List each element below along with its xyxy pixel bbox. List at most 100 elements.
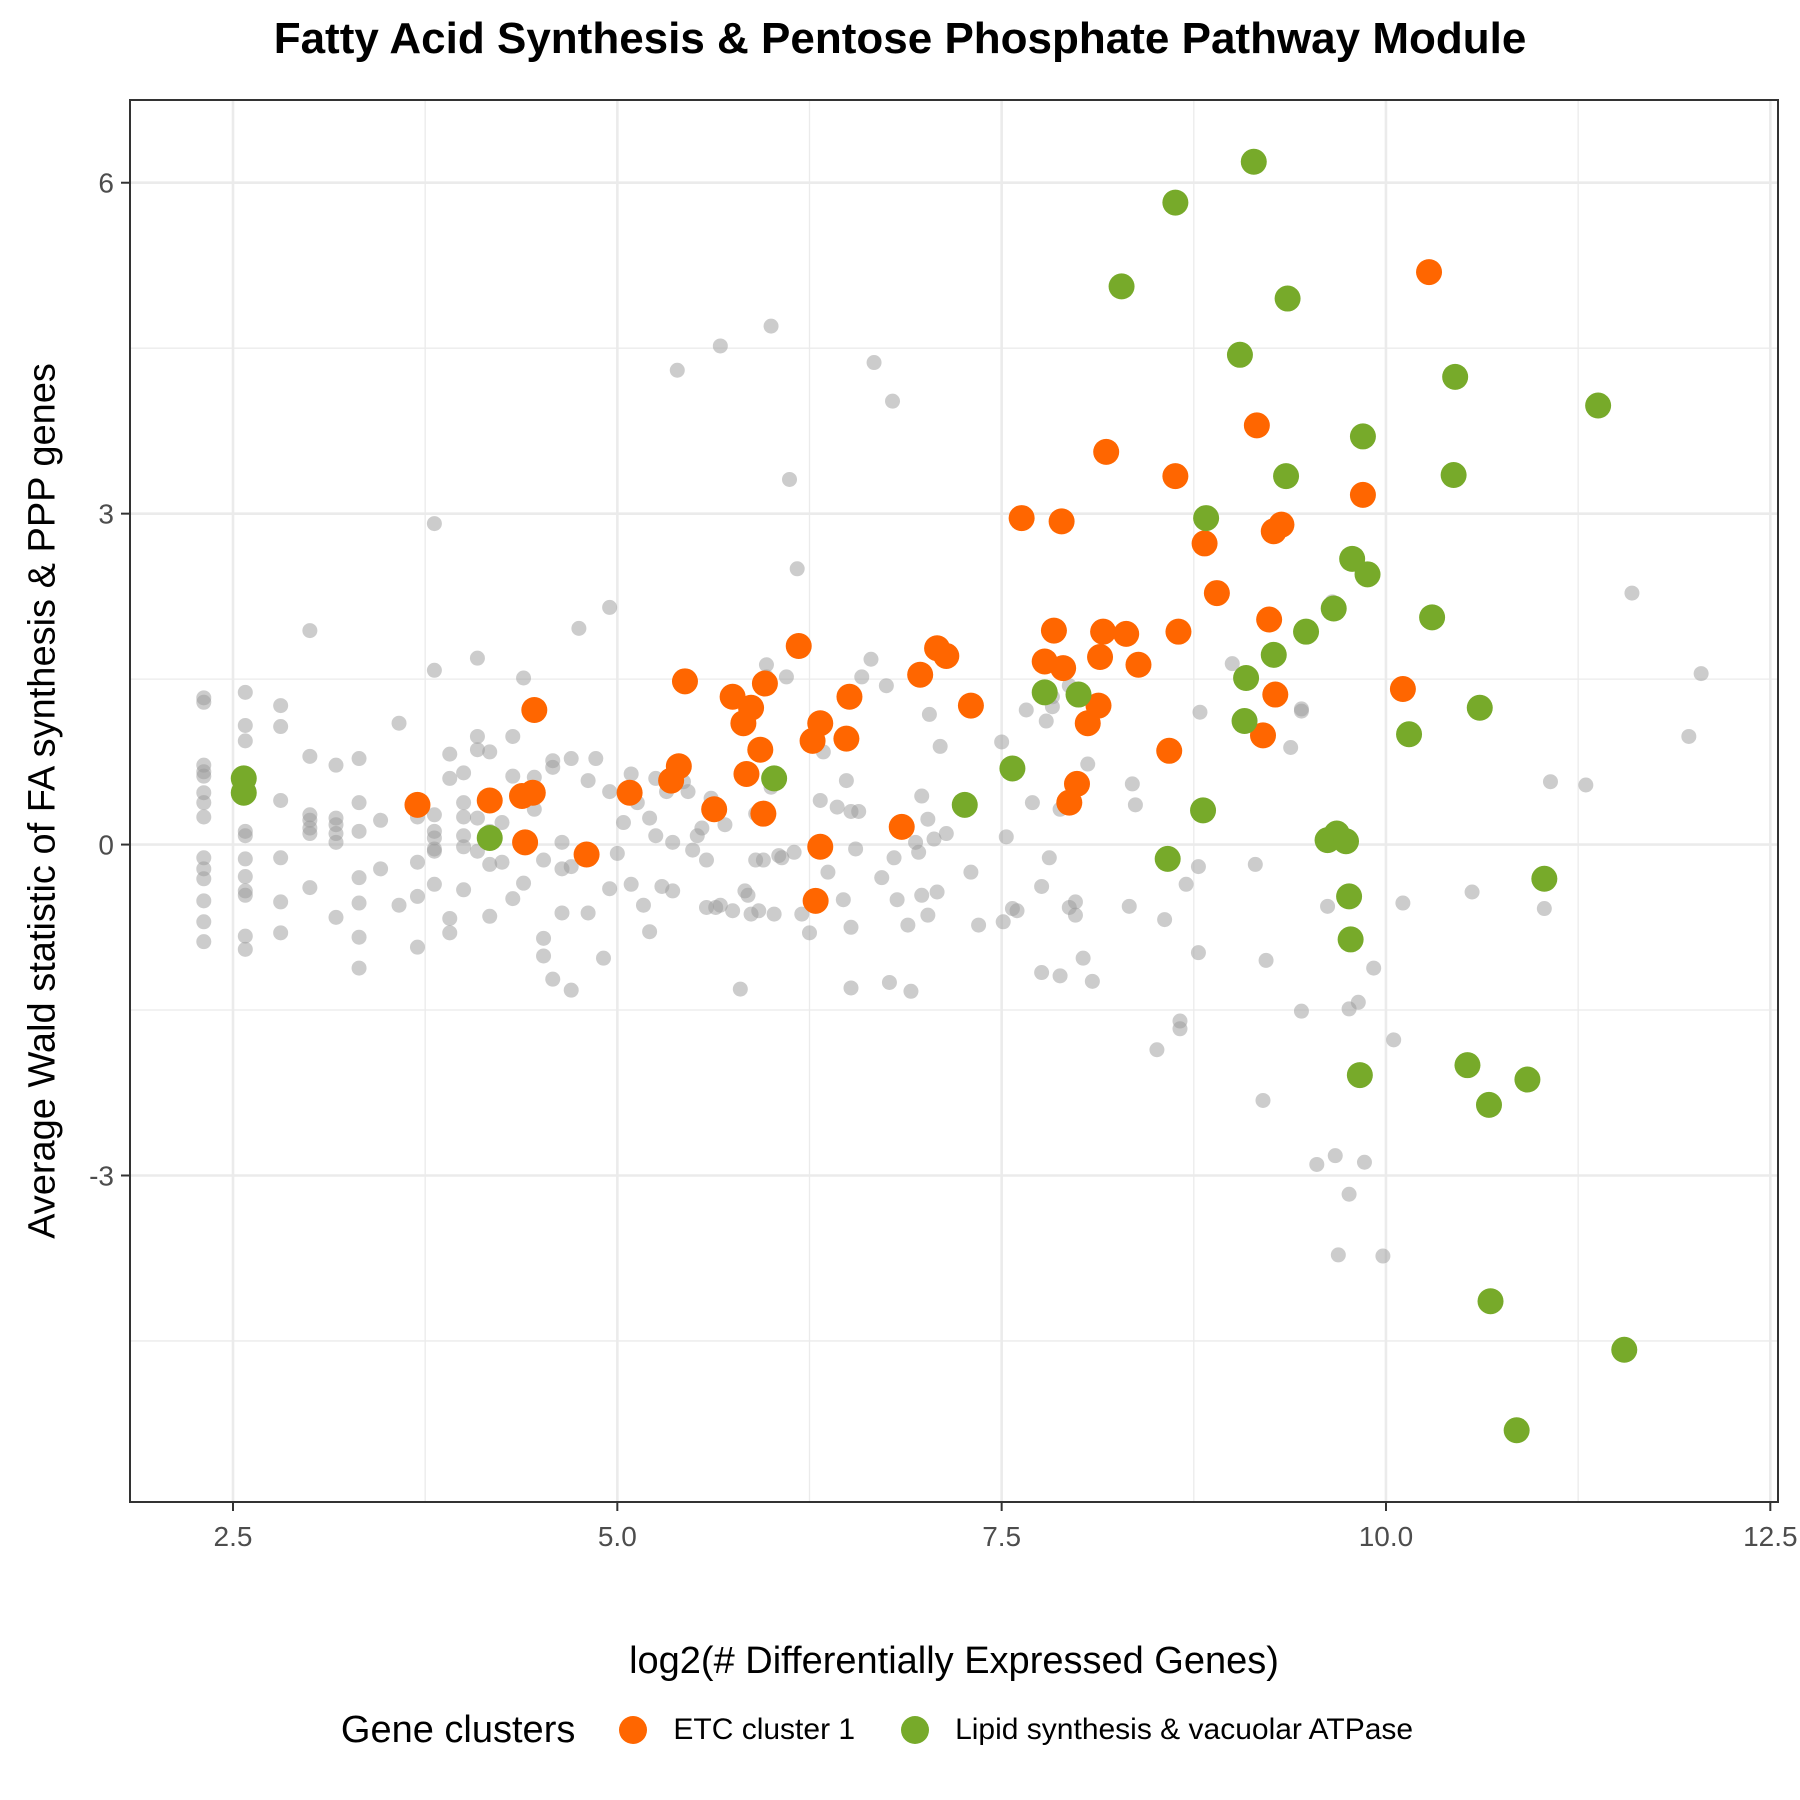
background-point	[848, 841, 864, 857]
background-point	[196, 893, 212, 909]
etc-cluster-1-point	[907, 661, 934, 688]
lipid-synthesis-point	[1349, 423, 1376, 450]
background-point	[615, 815, 631, 831]
background-point	[732, 981, 748, 997]
background-point	[469, 728, 485, 744]
background-points	[196, 318, 1709, 1264]
lipid-synthesis-point	[476, 824, 503, 851]
etc-cluster-1-point	[1156, 737, 1183, 764]
background-point	[536, 948, 552, 964]
background-point	[1052, 968, 1068, 984]
background-point	[635, 897, 651, 913]
etc-cluster-1-point	[1262, 681, 1289, 708]
etc-cluster-1-point	[573, 841, 600, 868]
etc-cluster-1-point	[933, 642, 960, 669]
background-point	[900, 917, 916, 933]
legend-item-lipid-synthesis: Lipid synthesis & vacuolar ATPase	[901, 1713, 1413, 1747]
lipid-synthesis-point	[1274, 285, 1301, 312]
background-point	[1084, 973, 1100, 989]
lipid-synthesis-point	[1273, 463, 1300, 490]
background-point	[273, 792, 289, 808]
background-point	[623, 766, 639, 782]
background-point	[929, 884, 945, 900]
background-point	[1350, 994, 1366, 1010]
background-point	[482, 856, 498, 872]
background-point	[456, 882, 472, 898]
background-point	[602, 599, 618, 615]
lipid-synthesis-point	[1346, 1062, 1373, 1089]
background-point	[1681, 728, 1697, 744]
background-point	[442, 910, 458, 926]
background-point	[196, 809, 212, 825]
legend: Gene clusters ETC cluster 1 Lipid synthe…	[0, 1700, 1800, 1760]
background-point	[1149, 1042, 1165, 1058]
background-point	[609, 845, 625, 861]
etc-cluster-1-point	[1389, 676, 1416, 703]
background-point	[602, 784, 618, 800]
background-point	[456, 839, 472, 855]
background-point	[196, 850, 212, 866]
background-point	[1258, 952, 1274, 968]
etc-cluster-1-point	[1090, 618, 1117, 645]
etc-cluster-1-point	[404, 791, 431, 818]
etc-cluster-1-point	[785, 633, 812, 660]
background-point	[1693, 666, 1709, 682]
background-point	[563, 751, 579, 767]
background-point	[273, 719, 289, 735]
etc-cluster-1-point	[1008, 505, 1035, 532]
background-point	[426, 830, 442, 846]
etc-cluster-1-point	[671, 668, 698, 695]
legend-title: Gene clusters	[340, 1708, 576, 1751]
background-point	[758, 657, 774, 673]
background-point	[302, 880, 318, 896]
etc-cluster-1-point	[833, 725, 860, 752]
x-tick-label: 2.5	[214, 1521, 253, 1552]
etc-cluster-1-point	[1048, 508, 1075, 535]
x-tick-label: 10.0	[1359, 1521, 1414, 1552]
lipid-synthesis-point	[1336, 883, 1363, 910]
background-point	[1178, 876, 1194, 892]
background-point	[196, 795, 212, 811]
background-point	[237, 941, 253, 957]
background-point	[545, 759, 561, 775]
background-point	[1536, 901, 1552, 917]
background-point	[426, 843, 442, 859]
background-point	[1124, 776, 1140, 792]
background-point	[886, 850, 902, 866]
background-point	[920, 907, 936, 923]
background-point	[874, 870, 890, 886]
background-point	[237, 717, 253, 733]
background-point	[1067, 907, 1083, 923]
etc-cluster-1-point	[476, 787, 503, 814]
lipid-synthesis-point	[1231, 708, 1258, 735]
background-point	[351, 823, 367, 839]
background-point	[843, 980, 859, 996]
background-point	[685, 842, 701, 858]
etc-cluster-1-point	[747, 736, 774, 763]
y-tick-label: 3	[98, 499, 114, 530]
background-point	[829, 799, 845, 815]
background-point	[914, 887, 930, 903]
background-point	[469, 650, 485, 666]
lipid-synthesis-point	[1108, 273, 1135, 300]
background-point	[1320, 898, 1336, 914]
background-point	[426, 807, 442, 823]
background-point	[889, 892, 905, 908]
lipid-synthesis-point	[1233, 665, 1260, 692]
background-point	[854, 669, 870, 685]
background-point	[237, 928, 253, 944]
background-point	[273, 850, 289, 866]
background-point	[1075, 950, 1091, 966]
background-point	[1192, 704, 1208, 720]
x-axis-label: log2(# Differentially Expressed Genes)	[629, 1640, 1279, 1682]
background-point	[554, 905, 570, 921]
background-point	[237, 828, 253, 844]
background-point	[426, 876, 442, 892]
background-point	[373, 861, 389, 877]
background-point	[755, 852, 771, 868]
lipid-synthesis-point	[1031, 679, 1058, 706]
lipid-synthesis-point	[1531, 865, 1558, 892]
background-point	[328, 909, 344, 925]
background-point	[302, 826, 318, 842]
